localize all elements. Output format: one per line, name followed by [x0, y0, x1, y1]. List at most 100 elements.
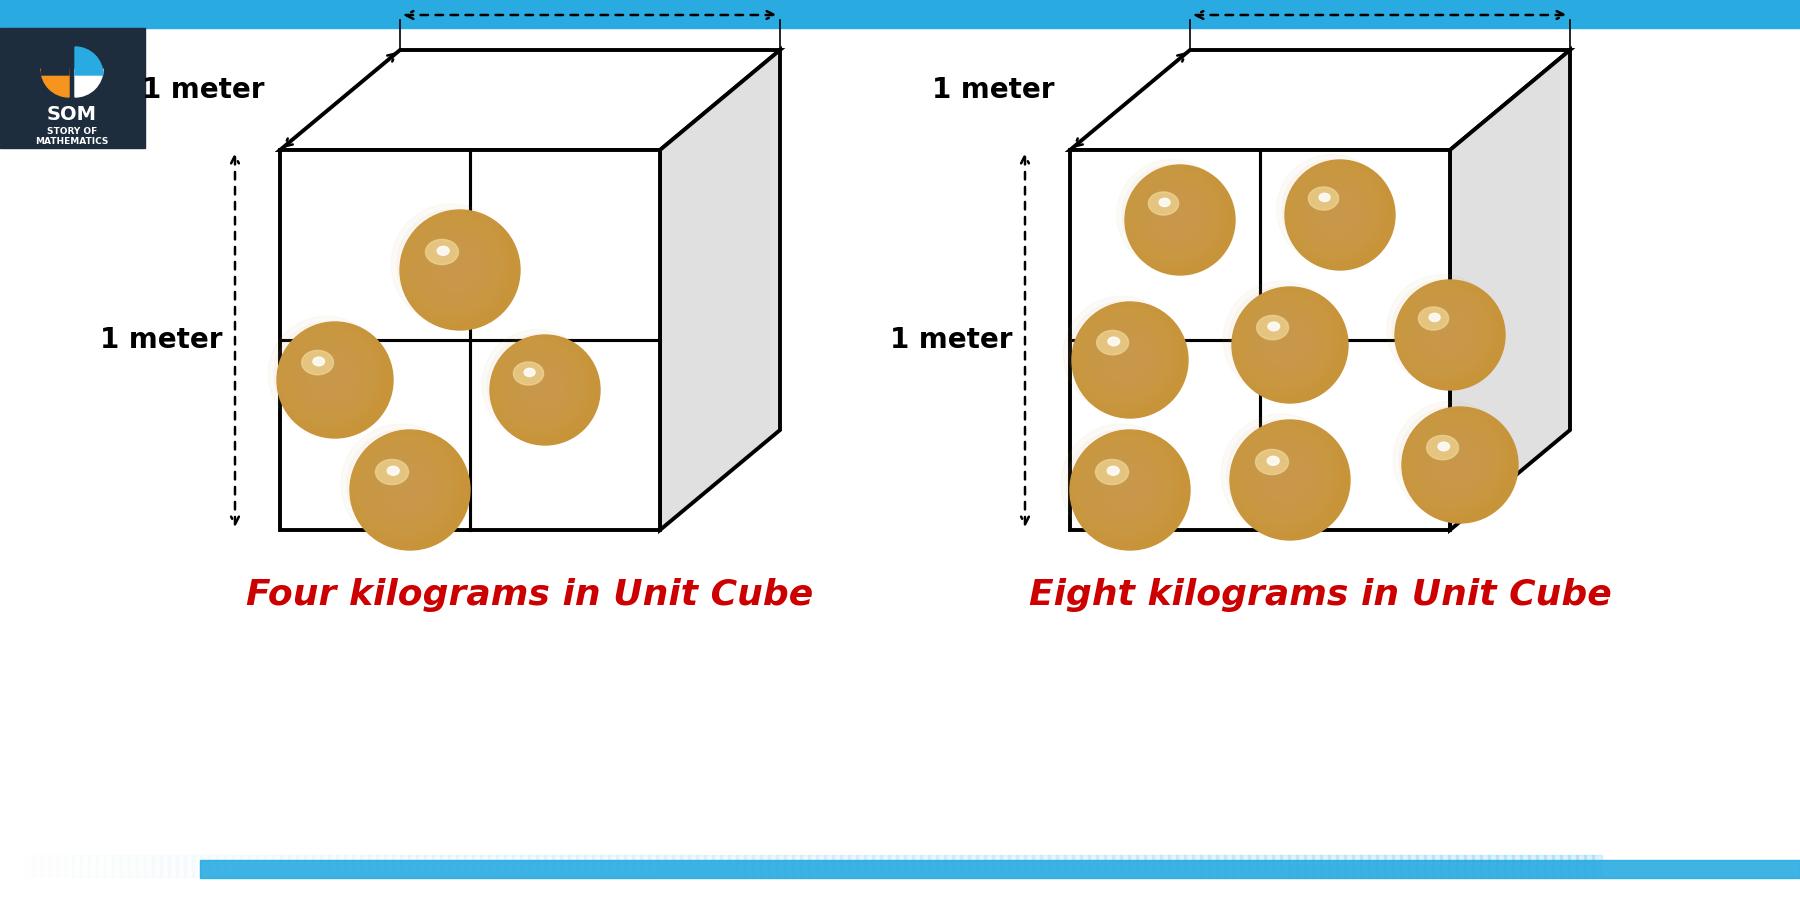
Wedge shape — [76, 69, 103, 97]
Circle shape — [1267, 324, 1307, 363]
Bar — [392, 855, 401, 877]
Circle shape — [392, 473, 423, 503]
Bar — [1456, 855, 1465, 877]
Bar — [769, 855, 778, 877]
Bar — [616, 855, 626, 877]
Circle shape — [1120, 349, 1138, 369]
Bar — [1368, 855, 1379, 877]
Circle shape — [324, 369, 344, 389]
Bar — [1296, 855, 1307, 877]
Circle shape — [1170, 210, 1188, 229]
Bar — [976, 855, 986, 877]
Bar — [320, 855, 329, 877]
Bar — [985, 855, 994, 877]
Bar — [137, 855, 146, 877]
Circle shape — [540, 385, 549, 394]
Bar — [1400, 855, 1409, 877]
Bar — [1472, 855, 1481, 877]
Bar — [1184, 855, 1193, 877]
Bar — [1096, 855, 1105, 877]
Bar — [216, 855, 227, 877]
Bar — [1231, 855, 1242, 877]
Bar — [256, 855, 266, 877]
Circle shape — [398, 479, 418, 499]
Bar — [265, 855, 274, 877]
Bar — [1152, 855, 1163, 877]
Bar — [625, 855, 634, 877]
Circle shape — [274, 321, 380, 428]
Bar — [223, 855, 234, 877]
Circle shape — [535, 380, 553, 398]
Circle shape — [1231, 287, 1348, 403]
Circle shape — [1415, 422, 1492, 500]
Bar — [1535, 855, 1546, 877]
Ellipse shape — [376, 459, 409, 484]
Bar — [1159, 855, 1170, 877]
Bar — [455, 855, 466, 877]
Bar — [7, 855, 18, 877]
Text: 1 meter: 1 meter — [529, 0, 652, 3]
Circle shape — [1138, 180, 1211, 253]
Bar — [824, 855, 833, 877]
Bar — [1240, 855, 1249, 877]
Circle shape — [1267, 458, 1307, 498]
Circle shape — [1418, 305, 1474, 360]
Circle shape — [448, 259, 468, 279]
Bar — [553, 855, 562, 877]
Circle shape — [1393, 401, 1508, 518]
Bar — [968, 855, 977, 877]
Bar — [1496, 855, 1507, 877]
Bar — [1289, 855, 1298, 877]
Bar — [1568, 855, 1579, 877]
Ellipse shape — [513, 362, 544, 385]
Circle shape — [1073, 302, 1188, 418]
Circle shape — [1336, 210, 1345, 219]
Circle shape — [1395, 280, 1505, 390]
Circle shape — [1121, 165, 1222, 266]
Text: SOM: SOM — [47, 105, 97, 124]
Bar — [497, 855, 506, 877]
Circle shape — [1240, 297, 1327, 384]
Circle shape — [1238, 430, 1328, 520]
Circle shape — [1433, 438, 1481, 487]
Bar — [1112, 855, 1121, 877]
Bar — [144, 855, 155, 877]
Text: Four kilograms in Unit Cube: Four kilograms in Unit Cube — [247, 578, 814, 612]
Bar — [1577, 855, 1586, 877]
Ellipse shape — [302, 350, 333, 374]
Circle shape — [391, 204, 511, 324]
Circle shape — [268, 316, 385, 432]
Bar — [200, 860, 1800, 878]
Bar — [808, 855, 817, 877]
Circle shape — [1069, 302, 1175, 408]
Bar — [1057, 855, 1066, 877]
Bar — [328, 855, 338, 877]
Circle shape — [1102, 333, 1150, 382]
Circle shape — [295, 343, 364, 410]
Bar — [0, 28, 146, 148]
Ellipse shape — [313, 357, 324, 365]
Circle shape — [1228, 419, 1337, 529]
Bar — [880, 855, 889, 877]
Bar — [599, 855, 610, 877]
Circle shape — [396, 210, 508, 320]
Circle shape — [1262, 319, 1310, 366]
Bar — [432, 855, 443, 877]
Bar — [536, 855, 545, 877]
Bar — [1345, 855, 1354, 877]
Bar — [1015, 855, 1026, 877]
Circle shape — [353, 435, 452, 535]
Bar — [32, 855, 41, 877]
Text: Eight kilograms in Unit Cube: Eight kilograms in Unit Cube — [1028, 578, 1611, 612]
Text: 1 meter: 1 meter — [932, 76, 1055, 104]
Bar — [1303, 855, 1314, 877]
Bar — [193, 855, 202, 877]
Circle shape — [1287, 165, 1379, 256]
Circle shape — [1282, 159, 1382, 260]
Bar — [79, 855, 90, 877]
Circle shape — [319, 364, 347, 393]
Bar — [376, 855, 385, 877]
Bar — [632, 855, 643, 877]
Circle shape — [1075, 307, 1172, 403]
Ellipse shape — [1438, 442, 1449, 451]
